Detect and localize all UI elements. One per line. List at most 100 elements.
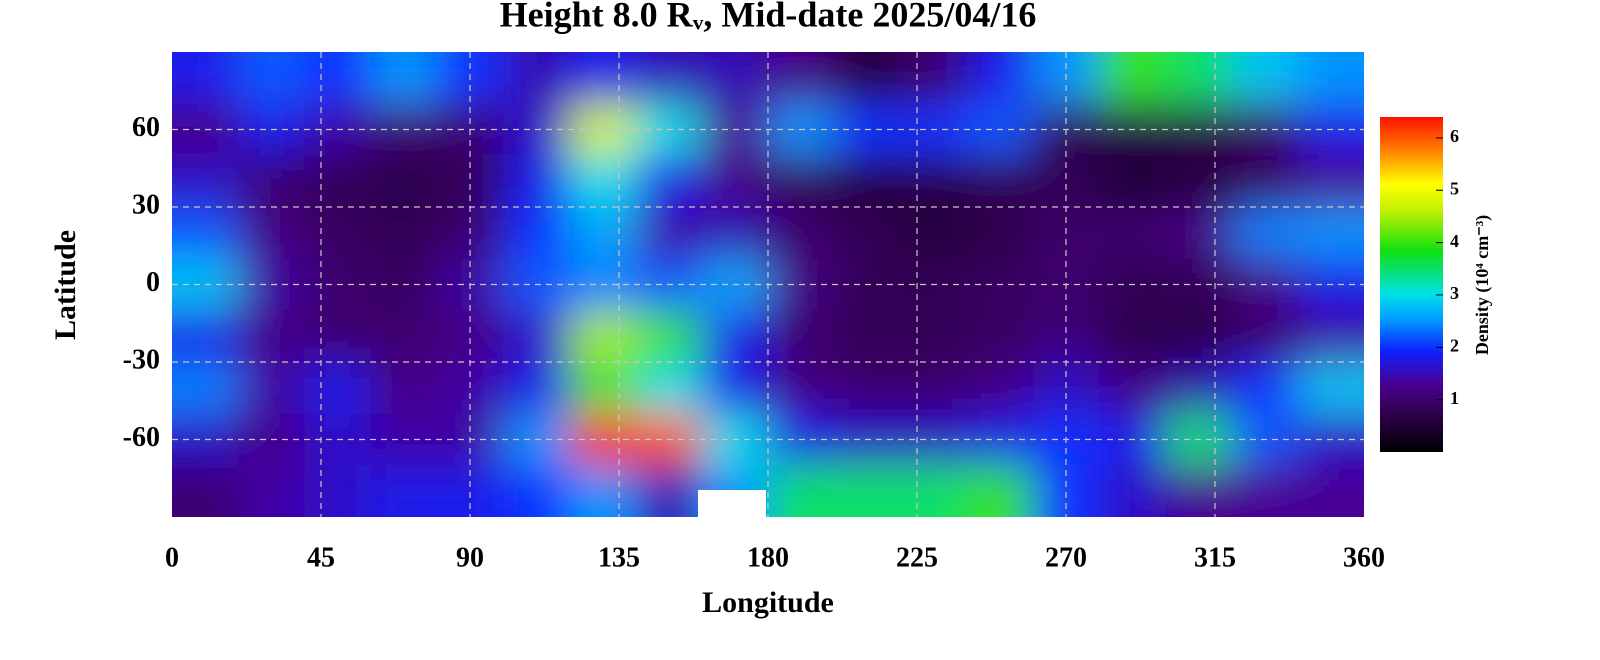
- heatmap-cell: [304, 52, 372, 105]
- heatmap-cell: [1297, 52, 1364, 105]
- heatmap-cell: [768, 52, 836, 105]
- heatmap-cell: [1165, 465, 1233, 517]
- heatmap-cell: [1297, 310, 1364, 363]
- x-tick-label: 90: [456, 542, 484, 573]
- heatmap-cell: [966, 155, 1034, 208]
- heatmap-cell: [172, 465, 240, 517]
- heatmap-cell: [701, 52, 769, 105]
- heatmap-cell: [1231, 465, 1299, 517]
- heatmap-cell: [635, 465, 703, 517]
- heatmap-cell: [569, 310, 637, 363]
- heatmap-cell: [172, 155, 240, 208]
- heatmap-cell: [304, 362, 372, 415]
- heatmap-cell: [1099, 52, 1167, 105]
- heatmap-cell: [834, 465, 902, 517]
- colorbar-label: Density (10⁴ cm⁻³): [1472, 215, 1493, 355]
- heatmap-cell: [966, 52, 1034, 105]
- colorbar-tick-label: 5: [1450, 178, 1459, 198]
- heatmap-cell: [370, 465, 438, 517]
- y-tick-label: 60: [132, 112, 160, 143]
- heatmap-cell: [1297, 207, 1364, 260]
- heatmap-cell: [238, 465, 306, 517]
- heatmap-cell: [370, 52, 438, 105]
- heatmap-cell: [370, 207, 438, 260]
- heatmap-cell: [1165, 155, 1233, 208]
- heatmap-cell: [370, 310, 438, 363]
- x-tick-label: 45: [307, 542, 335, 573]
- heatmap-cell: [834, 310, 902, 363]
- heatmap-cell: [834, 155, 902, 208]
- heatmap-cell: [1231, 362, 1299, 415]
- colorbar-tick-label: 1: [1450, 388, 1459, 408]
- heatmap-cell: [834, 207, 902, 260]
- y-axis-label: Latitude: [49, 230, 82, 340]
- heatmap-cell: [370, 362, 438, 415]
- heatmap-cell: [503, 362, 571, 415]
- heatmap-cell: [304, 310, 372, 363]
- heatmap-cell: [503, 465, 571, 517]
- heatmap-cell: [900, 155, 968, 208]
- heatmap-cell: [1099, 155, 1167, 208]
- heatmap-cell: [966, 310, 1034, 363]
- heatmap-cell: [238, 207, 306, 260]
- colorbar-tick-label: 2: [1450, 335, 1459, 355]
- y-tick-label: 30: [132, 189, 160, 220]
- heatmap-cell: [304, 155, 372, 208]
- heatmap-cell: [238, 310, 306, 363]
- heatmap-cell: [503, 155, 571, 208]
- heatmap-cell: [966, 362, 1034, 415]
- heatmap-cell: [900, 362, 968, 415]
- heatmap-cell: [1231, 52, 1299, 105]
- x-tick-label: 180: [747, 542, 789, 573]
- heatmap-cell: [1165, 310, 1233, 363]
- heatmap-cell: [834, 362, 902, 415]
- heatmap-cell: [503, 310, 571, 363]
- heatmap-cell: [1099, 362, 1167, 415]
- colorbar-tick-label: 4: [1450, 231, 1459, 251]
- heatmap-cell: [701, 310, 769, 363]
- heatmap-cell: [238, 52, 306, 105]
- x-tick-label: 270: [1045, 542, 1087, 573]
- heatmap-cell: [701, 207, 769, 260]
- heatmap-cell: [834, 52, 902, 105]
- heatmap-cell: [172, 310, 240, 363]
- y-tick-label: -60: [123, 422, 160, 453]
- heatmap-cell: [569, 465, 637, 517]
- grid: [172, 52, 1364, 517]
- heatmap-cell: [1231, 155, 1299, 208]
- y-tick-label: 0: [146, 267, 160, 298]
- heatmap-cell: [238, 155, 306, 208]
- heatmap-cell: [172, 362, 240, 415]
- heatmap-cell: [1165, 52, 1233, 105]
- heatmap-cell: [900, 465, 968, 517]
- heatmap-cell: [370, 155, 438, 208]
- heatmap-cell: [1165, 362, 1233, 415]
- heatmap-cell: [1297, 155, 1364, 208]
- heatmap-cell: [635, 310, 703, 363]
- chart-title: Height 8.0 Rᵥ, Mid-date 2025/04/16: [500, 0, 1037, 34]
- heatmap-cell: [768, 465, 836, 517]
- heatmap-cell: [569, 362, 637, 415]
- heatmap-cell: [503, 52, 571, 105]
- heatmap-cell: [503, 207, 571, 260]
- heatmap-cell: [900, 310, 968, 363]
- heatmap-cell: [1297, 362, 1364, 415]
- no-data-patch: [698, 490, 766, 517]
- x-axis-label: Longitude: [702, 586, 834, 619]
- heatmap-cell: [172, 52, 240, 105]
- heatmap-cell: [1297, 465, 1364, 517]
- heatmap-cell: [768, 362, 836, 415]
- heatmap-cell: [569, 207, 637, 260]
- heatmap-cell: [238, 362, 306, 415]
- colorbar-tick-label: 6: [1450, 126, 1459, 146]
- x-tick-label: 0: [165, 542, 179, 573]
- heatmap-cell: [1099, 207, 1167, 260]
- heatmap-cell: [701, 155, 769, 208]
- heatmap-cell: [635, 362, 703, 415]
- heatmap-cell: [768, 310, 836, 363]
- heatmap-cell: [635, 52, 703, 105]
- x-tick-label: 360: [1343, 542, 1385, 573]
- heatmap-cell: [569, 155, 637, 208]
- heatmap-cell: [172, 207, 240, 260]
